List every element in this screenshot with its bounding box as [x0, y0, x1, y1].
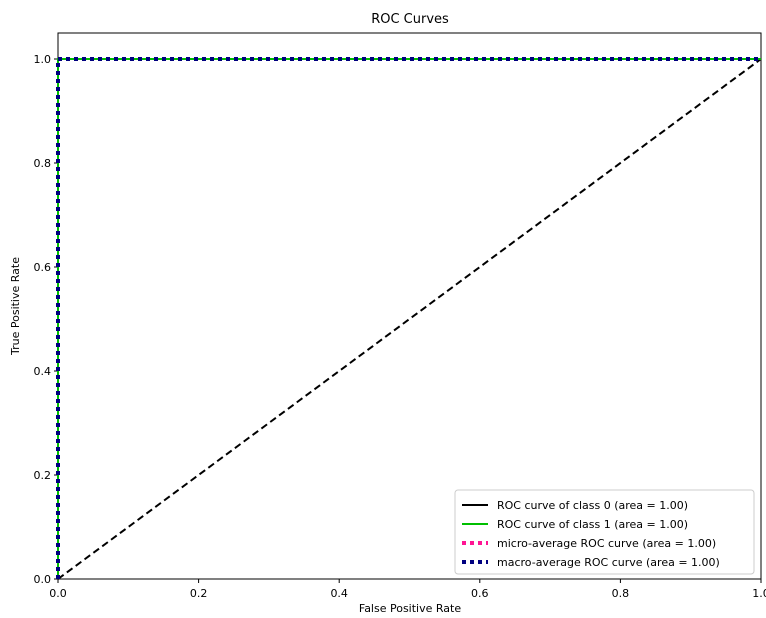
legend: ROC curve of class 0 (area = 1.00) ROC cu… [454, 489, 755, 575]
legend-label-3: macro-average ROC curve (area = 1.00) [497, 556, 720, 569]
x-tick-label: 0.6 [471, 587, 489, 600]
chart-title: ROC Curves [371, 12, 449, 27]
y-tick-label: 0.0 [34, 573, 52, 586]
x-tick-label: 0.0 [49, 587, 67, 600]
y-axis: 0.0 0.2 0.4 0.6 0.8 1.0 [34, 53, 58, 586]
y-tick-label: 0.6 [34, 261, 52, 274]
legend-label-1: ROC curve of class 1 (area = 1.00) [497, 518, 688, 531]
y-tick-label: 0.4 [34, 365, 52, 378]
y-tick-label: 0.2 [34, 469, 52, 482]
x-tick-label: 1.0 [752, 587, 766, 600]
y-tick-label: 1.0 [34, 53, 52, 66]
chance-diagonal-line [57, 58, 762, 580]
series-line-3 [56, 57, 761, 579]
legend-label-2: micro-average ROC curve (area = 1.00) [497, 537, 716, 550]
x-tick-label: 0.8 [612, 587, 630, 600]
y-tick-label: 0.8 [34, 157, 52, 170]
x-axis: 0.0 0.2 0.4 0.6 0.8 1.0 [49, 579, 766, 600]
x-tick-label: 0.4 [330, 587, 348, 600]
x-axis-label: False Positive Rate [359, 602, 461, 615]
legend-label-0: ROC curve of class 0 (area = 1.00) [497, 499, 688, 512]
y-axis-label: True Positive Rate [9, 257, 22, 356]
legend-box [454, 489, 755, 575]
plot-area [57, 32, 762, 580]
series-layer [56, 57, 762, 580]
x-tick-label: 0.2 [190, 587, 208, 600]
